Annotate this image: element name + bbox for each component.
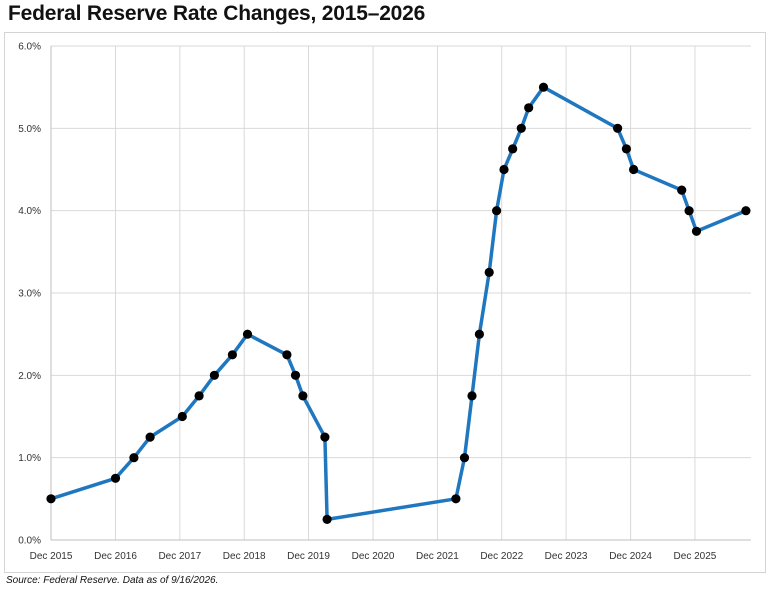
x-axis-tick-labels: Dec 2015 Dec 2016 Dec 2017 Dec 2018 Dec 2019… <box>30 551 717 560</box>
x-tick-label: Dec 2019 <box>287 551 330 560</box>
data-point <box>677 185 687 195</box>
data-point <box>46 494 56 504</box>
data-point <box>451 494 461 504</box>
data-point <box>538 82 549 92</box>
y-tick-label: 2.0% <box>18 371 41 382</box>
y-axis-tick-labels: 0.0% 1.0% 2.0% 3.0% 4.0% 5.0% 6.0% <box>18 42 41 547</box>
source-note: Source: Federal Reserve. Data as of 9/16… <box>6 575 219 586</box>
gridlines <box>51 45 751 540</box>
data-point <box>145 432 155 442</box>
x-tick-label: Dec 2016 <box>94 551 137 560</box>
data-point <box>508 144 518 154</box>
x-tick-label: Dec 2024 <box>609 551 652 560</box>
y-tick-label: 5.0% <box>18 124 41 135</box>
data-point <box>209 370 219 380</box>
x-tick-label: Dec 2015 <box>30 551 73 560</box>
x-tick-label: Dec 2023 <box>545 551 588 560</box>
data-point <box>110 473 121 483</box>
data-point <box>516 123 526 133</box>
data-point <box>194 391 204 401</box>
data-point <box>129 453 139 463</box>
x-tick-label: Dec 2025 <box>674 551 717 560</box>
chart-title: Federal Reserve Rate Changes, 2015–2026 <box>8 2 426 25</box>
data-point <box>499 164 509 175</box>
data-point <box>741 206 751 216</box>
y-tick-label: 6.0% <box>18 42 41 53</box>
x-tick-label: Dec 2017 <box>158 551 201 560</box>
data-point <box>242 329 253 339</box>
data-point <box>484 267 494 277</box>
data-point <box>629 164 639 175</box>
y-tick-label: 3.0% <box>18 289 41 300</box>
chart-frame <box>4 32 766 573</box>
data-point <box>177 411 187 422</box>
y-tick-label: 4.0% <box>18 206 41 217</box>
axes <box>50 46 751 541</box>
data-point <box>613 123 623 133</box>
series-line <box>49 85 748 522</box>
data-point <box>691 226 702 236</box>
data-points <box>46 82 751 525</box>
data-point <box>290 370 301 380</box>
data-point <box>298 391 308 401</box>
data-point <box>621 144 632 154</box>
x-tick-label: Dec 2018 <box>223 551 266 560</box>
data-point <box>684 206 694 216</box>
series-line-layer <box>49 85 748 522</box>
data-point <box>492 206 502 216</box>
data-point <box>322 514 332 525</box>
y-tick-label: 1.0% <box>18 453 41 464</box>
x-tick-label: Dec 2021 <box>416 551 459 560</box>
x-tick-label: Dec 2022 <box>480 551 523 560</box>
x-tick-label: Dec 2020 <box>352 551 395 560</box>
line-chart: 0.0%1.0%2.0%3.0%4.0%5.0%6.0% Dec 2015 Dec… <box>18 42 751 560</box>
data-point <box>474 329 484 339</box>
data-point <box>320 432 330 442</box>
data-point <box>227 350 237 360</box>
data-point <box>467 391 477 401</box>
data-point <box>282 350 292 360</box>
data-point <box>524 103 534 113</box>
y-tick-label: 0.0% <box>18 536 41 547</box>
data-point <box>459 453 470 463</box>
